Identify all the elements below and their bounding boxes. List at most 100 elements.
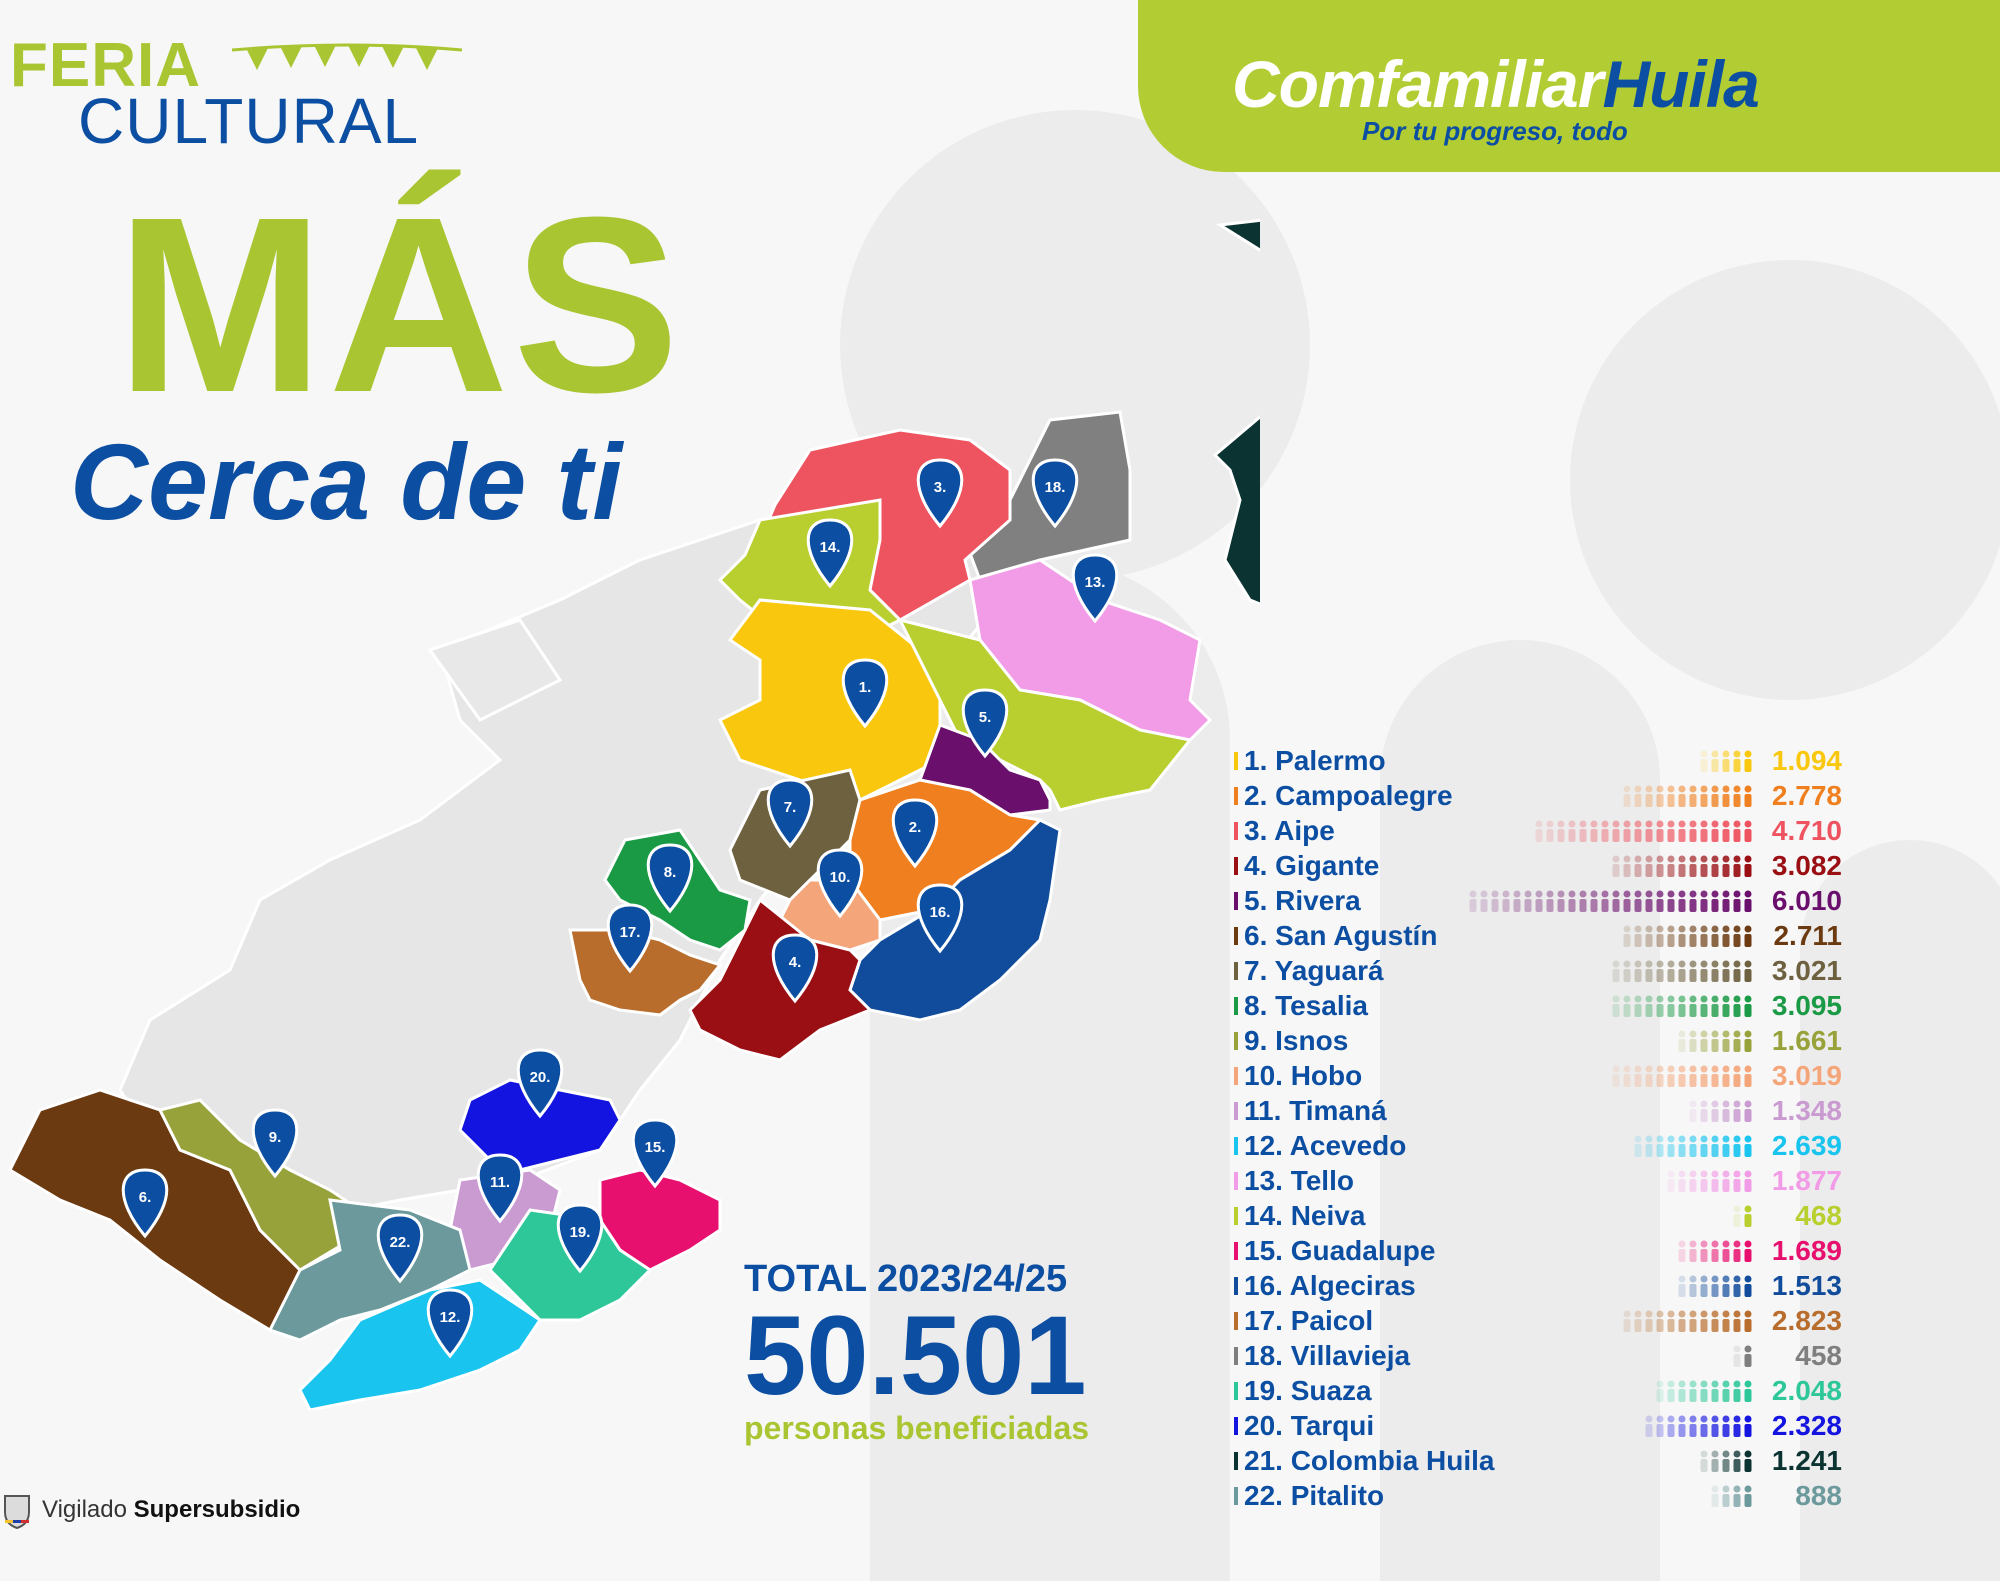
legend-municipality-name: 9. Isnos [1244, 1025, 1349, 1056]
legend-beneficiaries-value: 2.711 [1773, 920, 1842, 951]
map-pin-label: 6. [139, 1189, 152, 1206]
brand-logo: ComfamiliarHuila [1232, 46, 1760, 122]
legend-municipality-name: 20. Tarqui [1244, 1410, 1375, 1441]
legend-color-tick [1234, 962, 1238, 980]
people-pictogram-icon [1700, 1450, 1752, 1472]
map-pin-label: 11. [490, 1174, 510, 1191]
legend-row: 10. Hobo 3.019 [1232, 1060, 1842, 1092]
legend-beneficiaries-value: 4.710 [1771, 815, 1842, 846]
legend-color-tick [1234, 752, 1238, 770]
legend-municipality-name: 14. Neiva [1244, 1200, 1366, 1231]
map-pin-3: 3. [916, 458, 964, 529]
legend-color-tick [1234, 1242, 1238, 1260]
map-pin-10: 10. [816, 848, 864, 919]
legend-color-tick [1234, 1452, 1238, 1470]
legend-municipality-name: 21. Colombia Huila [1244, 1445, 1495, 1476]
legend-color-tick [1234, 1137, 1238, 1155]
legend-color-tick [1234, 1347, 1238, 1365]
legend-beneficiaries-value: 1.689 [1771, 1235, 1842, 1266]
feria-title-line2: CULTURAL [78, 85, 420, 157]
map-pin-label: 4. [789, 954, 802, 971]
legend-beneficiaries-value: 2.048 [1771, 1375, 1842, 1406]
legend-row: 20. Tarqui 2.328 [1232, 1410, 1842, 1442]
legend-color-tick [1234, 997, 1238, 1015]
map-pin-1: 1. [841, 658, 889, 729]
huila-map: 1. 2. 3. 4. 5. 6. 7. 8. 9. 10. 11. 12. 13. 14. 15. 16. 1… [8, 218, 1260, 1410]
legend-color-tick [1234, 1032, 1238, 1050]
legend-color-tick [1234, 1172, 1238, 1190]
legend-color-tick [1234, 1102, 1238, 1120]
brand-bar [1138, 0, 2000, 172]
legend-row: 19. Suaza 2.048 [1232, 1375, 1842, 1407]
legend-beneficiaries-value: 3.021 [1771, 955, 1842, 986]
people-pictogram-icon [1733, 1345, 1752, 1367]
legend-color-tick [1234, 927, 1238, 945]
legend-row: 1. Palermo 1.094 [1232, 745, 1842, 777]
map-pin-label: 14. [820, 539, 841, 556]
map-pin-9: 9. [251, 1108, 299, 1179]
legend-beneficiaries-value: 3.019 [1771, 1060, 1842, 1091]
footer-entity: Supersubsidio [133, 1496, 301, 1523]
legend-color-tick [1234, 892, 1238, 910]
map-pin-label: 10. [830, 869, 851, 886]
map-pin-6: 6. [121, 1168, 169, 1239]
legend-row: 5. Rivera 6.010 [1232, 885, 1842, 917]
map-pin-5: 5. [961, 688, 1009, 759]
legend-row: 17. Paicol 2.823 [1232, 1305, 1842, 1337]
people-pictogram-icon [1623, 785, 1752, 807]
people-pictogram-icon [1667, 1170, 1752, 1192]
region-21 [1212, 218, 1260, 606]
background-bar [1800, 840, 2000, 1581]
footer-text: Vigilado Supersubsidio [42, 1496, 300, 1524]
legend-beneficiaries-value: 1.513 [1771, 1270, 1842, 1301]
map-pin-label: 15. [645, 1139, 666, 1156]
legend-beneficiaries-value: 3.095 [1771, 990, 1842, 1021]
legend-row: 18. Villavieja 458 [1232, 1340, 1842, 1372]
legend-row: 6. San Agustín 2.711 [1232, 920, 1842, 952]
map-pin-label: 17. [620, 924, 641, 941]
brand-name-part2: Huila [1602, 47, 1759, 121]
legend-municipality-name: 10. Hobo [1244, 1060, 1363, 1091]
total-label: TOTAL 2023/24/25 [744, 1258, 1068, 1300]
legend-row: 15. Guadalupe 1.689 [1232, 1235, 1842, 1267]
footer-vigilado: Vigilado [42, 1496, 127, 1523]
people-pictogram-icon [1623, 1310, 1752, 1332]
legend-beneficiaries-value: 3.082 [1771, 850, 1842, 881]
legend-municipality-name: 17. Paicol [1244, 1305, 1374, 1336]
legend-municipality-name: 15. Guadalupe [1244, 1235, 1436, 1266]
people-pictogram-icon [1535, 820, 1752, 842]
legend-color-tick [1234, 822, 1238, 840]
map-pin-17: 17. [606, 903, 654, 974]
region-12 [298, 1278, 543, 1410]
legend-color-tick [1234, 787, 1238, 805]
map-pin-2: 2. [891, 798, 939, 869]
map-pin-11: 11. [476, 1153, 524, 1224]
legend-row: 2. Campoalegre 2.778 [1232, 780, 1842, 812]
map-pin-label: 22. [390, 1234, 411, 1251]
map-pin-19: 19. [556, 1203, 604, 1274]
total-caption: personas beneficiadas [744, 1410, 1090, 1446]
legend-row: 8. Tesalia 3.095 [1232, 990, 1842, 1022]
map-pin-label: 18. [1045, 479, 1066, 496]
legend-color-tick [1234, 1207, 1238, 1225]
people-pictogram-icon [1612, 995, 1752, 1017]
map-pin-label: 8. [664, 864, 677, 881]
map-pin-13: 13. [1071, 553, 1119, 624]
legend-beneficiaries-value: 1.094 [1771, 745, 1842, 776]
legend-municipality-name: 6. San Agustín [1244, 920, 1438, 951]
brand-tagline: Por tu progreso, todo [1362, 116, 1628, 146]
map-pin-label: 9. [269, 1129, 282, 1146]
legend-municipality-name: 4. Gigante [1244, 850, 1380, 881]
people-pictogram-icon [1678, 1240, 1752, 1262]
legend-beneficiaries-value: 2.823 [1771, 1305, 1842, 1336]
map-pin-18: 18. [1031, 458, 1079, 529]
legend-row: 22. Pitalito 888 [1232, 1480, 1842, 1512]
legend-beneficiaries-value: 468 [1795, 1200, 1842, 1231]
map-pin-14: 14. [806, 518, 854, 589]
people-pictogram-icon [1612, 1065, 1752, 1087]
map-pin-label: 3. [934, 479, 947, 496]
map-pin-label: 13. [1085, 574, 1106, 591]
background-circle [1570, 260, 2000, 700]
legend-row: 3. Aipe 4.710 [1232, 815, 1842, 847]
legend-row: 12. Acevedo 2.639 [1232, 1130, 1842, 1162]
